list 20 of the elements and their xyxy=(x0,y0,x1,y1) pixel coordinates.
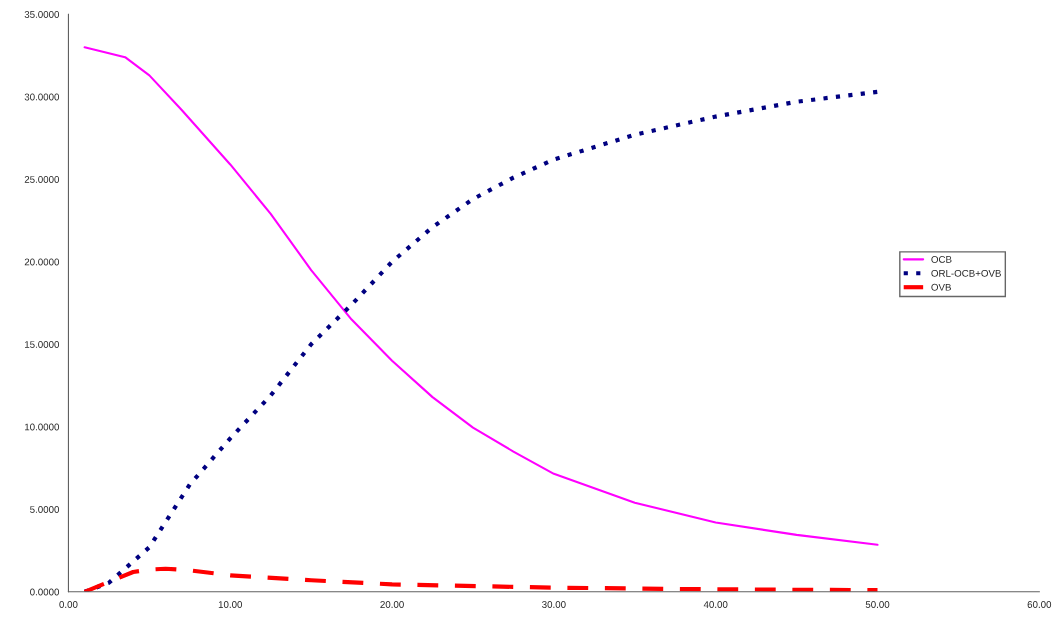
y-tick-label: 20.0000 xyxy=(24,258,60,266)
legend-label: OCB xyxy=(931,255,952,263)
y-tick-label: 30.0000 xyxy=(24,93,60,101)
y-tick-label: 35.0000 xyxy=(24,11,60,18)
y-tick-label: 15.0000 xyxy=(25,341,60,348)
x-tick-label: 40.00 xyxy=(703,601,728,608)
x-tick-label: 60.00 xyxy=(1027,601,1052,608)
y-tick-label: 25.0000 xyxy=(24,176,60,183)
line-series xyxy=(83,46,879,546)
x-tick-label: 20.00 xyxy=(380,601,404,608)
y-tick-label: 0.0000 xyxy=(30,588,60,596)
x-tick-label: 0.00 xyxy=(59,601,78,608)
x-tick-label: 30.00 xyxy=(542,601,566,608)
y-tick-label: 5.0000 xyxy=(30,506,60,513)
legend-label: ORL-OCB+OVB xyxy=(931,269,1001,277)
line-series xyxy=(82,566,880,592)
y-tick-label: 10.0000 xyxy=(25,423,60,431)
legend-label: OVB xyxy=(931,283,951,291)
x-tick-label: 10.00 xyxy=(218,601,243,608)
x-tick-label: 50.00 xyxy=(865,601,890,608)
